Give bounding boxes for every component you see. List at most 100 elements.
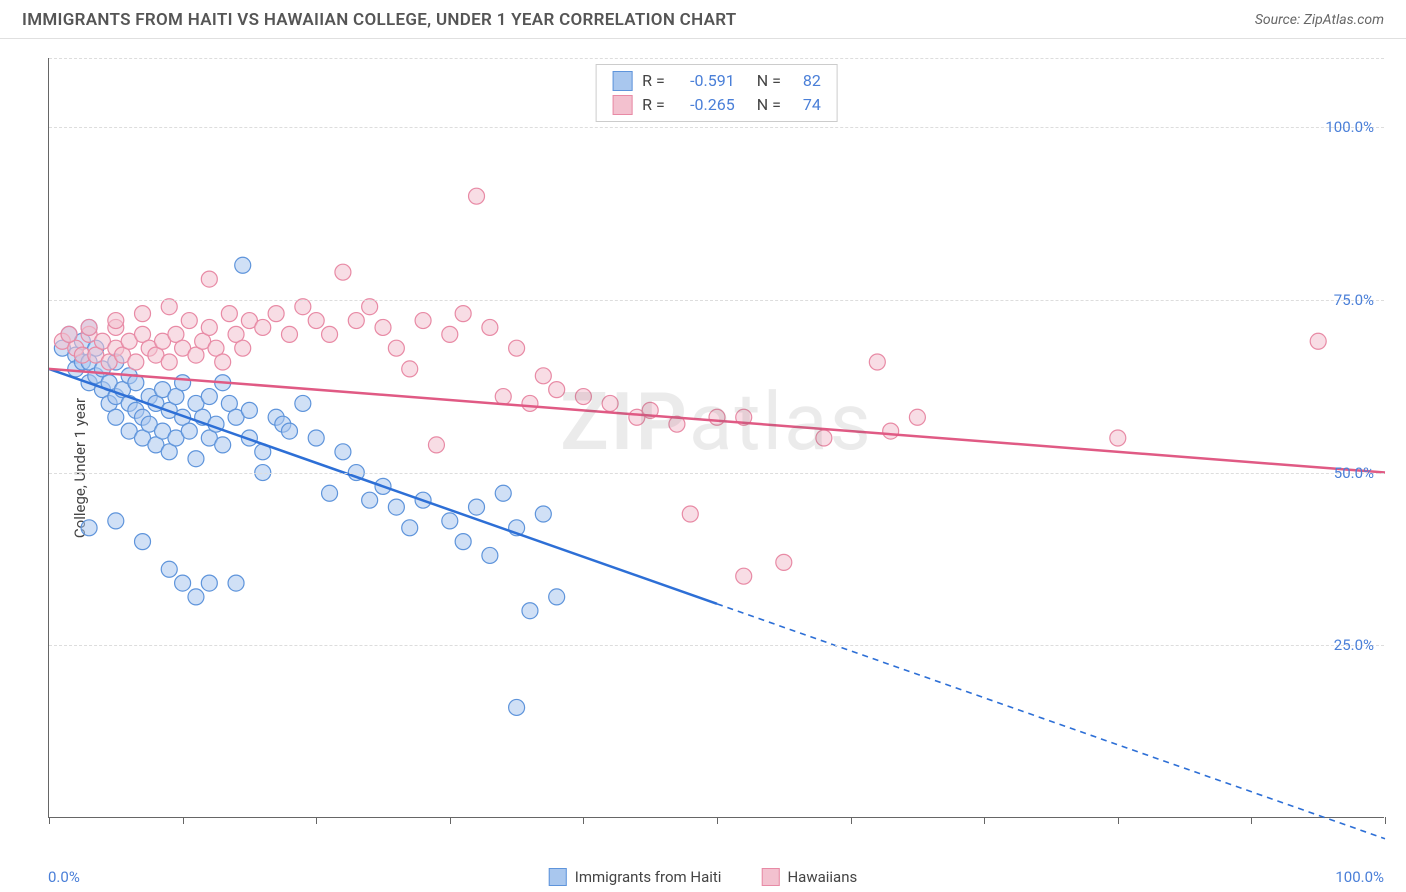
scatter-point bbox=[455, 534, 471, 550]
scatter-point bbox=[869, 354, 885, 370]
scatter-point bbox=[322, 485, 338, 501]
x-tick bbox=[984, 817, 985, 824]
legend-label: Hawaiians bbox=[787, 868, 857, 886]
scatter-point bbox=[268, 306, 284, 322]
scatter-point bbox=[883, 423, 899, 439]
scatter-point bbox=[281, 326, 297, 342]
scatter-point bbox=[255, 319, 271, 335]
stats-row: R =-0.591N =82 bbox=[612, 69, 821, 93]
scatter-point bbox=[469, 499, 485, 515]
stats-r-value: -0.591 bbox=[675, 69, 735, 93]
scatter-point bbox=[428, 437, 444, 453]
scatter-point bbox=[602, 395, 618, 411]
scatter-point bbox=[295, 299, 311, 315]
scatter-point bbox=[188, 451, 204, 467]
scatter-point bbox=[161, 354, 177, 370]
scatter-point bbox=[522, 603, 538, 619]
scatter-point bbox=[549, 589, 565, 605]
scatter-point bbox=[388, 340, 404, 356]
scatter-point bbox=[295, 395, 311, 411]
legend-item: Immigrants from Haiti bbox=[549, 868, 722, 886]
scatter-point bbox=[308, 313, 324, 329]
regression-line bbox=[49, 369, 1385, 473]
scatter-point bbox=[201, 271, 217, 287]
scatter-point bbox=[135, 534, 151, 550]
legend-swatch bbox=[761, 868, 779, 886]
legend-swatch bbox=[612, 71, 632, 91]
scatter-point bbox=[228, 575, 244, 591]
x-tick bbox=[450, 817, 451, 824]
scatter-point bbox=[241, 402, 257, 418]
scatter-point bbox=[482, 547, 498, 563]
scatter-point bbox=[181, 313, 197, 329]
scatter-point bbox=[108, 409, 124, 425]
plot-svg bbox=[49, 58, 1384, 817]
scatter-point bbox=[482, 319, 498, 335]
scatter-point bbox=[469, 188, 485, 204]
x-tick bbox=[49, 817, 50, 824]
scatter-point bbox=[108, 513, 124, 529]
scatter-point bbox=[235, 340, 251, 356]
stats-r-value: -0.265 bbox=[675, 93, 735, 117]
stats-r-label: R = bbox=[642, 69, 665, 93]
legend-label: Immigrants from Haiti bbox=[575, 868, 722, 886]
gridline bbox=[49, 58, 1384, 59]
scatter-point bbox=[175, 575, 191, 591]
gridline bbox=[49, 645, 1384, 646]
scatter-point bbox=[335, 444, 351, 460]
scatter-point bbox=[736, 568, 752, 584]
gridline bbox=[49, 127, 1384, 128]
scatter-point bbox=[455, 306, 471, 322]
scatter-point bbox=[201, 389, 217, 405]
scatter-point bbox=[81, 520, 97, 536]
scatter-point bbox=[221, 306, 237, 322]
scatter-point bbox=[495, 389, 511, 405]
scatter-point bbox=[335, 264, 351, 280]
scatter-point bbox=[128, 354, 144, 370]
scatter-point bbox=[402, 520, 418, 536]
scatter-point bbox=[442, 326, 458, 342]
scatter-point bbox=[535, 368, 551, 384]
scatter-point bbox=[281, 423, 297, 439]
scatter-point bbox=[188, 589, 204, 605]
scatter-point bbox=[161, 299, 177, 315]
scatter-point bbox=[415, 313, 431, 329]
scatter-point bbox=[549, 382, 565, 398]
scatter-point bbox=[1310, 333, 1326, 349]
chart-container: College, Under 1 year ZIPatlas R =-0.591… bbox=[0, 44, 1406, 892]
stats-row: R =-0.265N =74 bbox=[612, 93, 821, 117]
scatter-point bbox=[509, 699, 525, 715]
x-tick bbox=[717, 817, 718, 824]
plot-area: ZIPatlas R =-0.591N =82R =-0.265N =74 25… bbox=[48, 58, 1384, 818]
legend-item: Hawaiians bbox=[761, 868, 857, 886]
bottom-legend: Immigrants from Haiti Hawaiians bbox=[549, 868, 858, 886]
x-axis-label-min: 0.0% bbox=[48, 868, 80, 886]
scatter-point bbox=[776, 554, 792, 570]
scatter-point bbox=[201, 319, 217, 335]
stats-n-label: N = bbox=[757, 93, 781, 117]
scatter-point bbox=[1110, 430, 1126, 446]
x-tick bbox=[1251, 817, 1252, 824]
scatter-point bbox=[175, 375, 191, 391]
legend-swatch bbox=[549, 868, 567, 886]
y-tick-label: 25.0% bbox=[1334, 636, 1374, 654]
x-axis-label-max: 100.0% bbox=[1335, 868, 1384, 886]
chart-title: IMMIGRANTS FROM HAITI VS HAWAIIAN COLLEG… bbox=[22, 10, 737, 30]
scatter-point bbox=[509, 340, 525, 356]
scatter-point bbox=[215, 354, 231, 370]
scatter-point bbox=[535, 506, 551, 522]
gridline bbox=[49, 300, 1384, 301]
scatter-point bbox=[388, 499, 404, 515]
y-tick-label: 50.0% bbox=[1334, 464, 1374, 482]
stats-legend: R =-0.591N =82R =-0.265N =74 bbox=[595, 64, 838, 122]
scatter-point bbox=[709, 409, 725, 425]
regression-line-dashed bbox=[717, 604, 1385, 839]
scatter-point bbox=[522, 395, 538, 411]
scatter-point bbox=[348, 313, 364, 329]
scatter-point bbox=[682, 506, 698, 522]
scatter-point bbox=[81, 319, 97, 335]
x-tick bbox=[1118, 817, 1119, 824]
scatter-point bbox=[108, 313, 124, 329]
stats-n-value: 82 bbox=[791, 69, 821, 93]
legend-swatch bbox=[612, 95, 632, 115]
